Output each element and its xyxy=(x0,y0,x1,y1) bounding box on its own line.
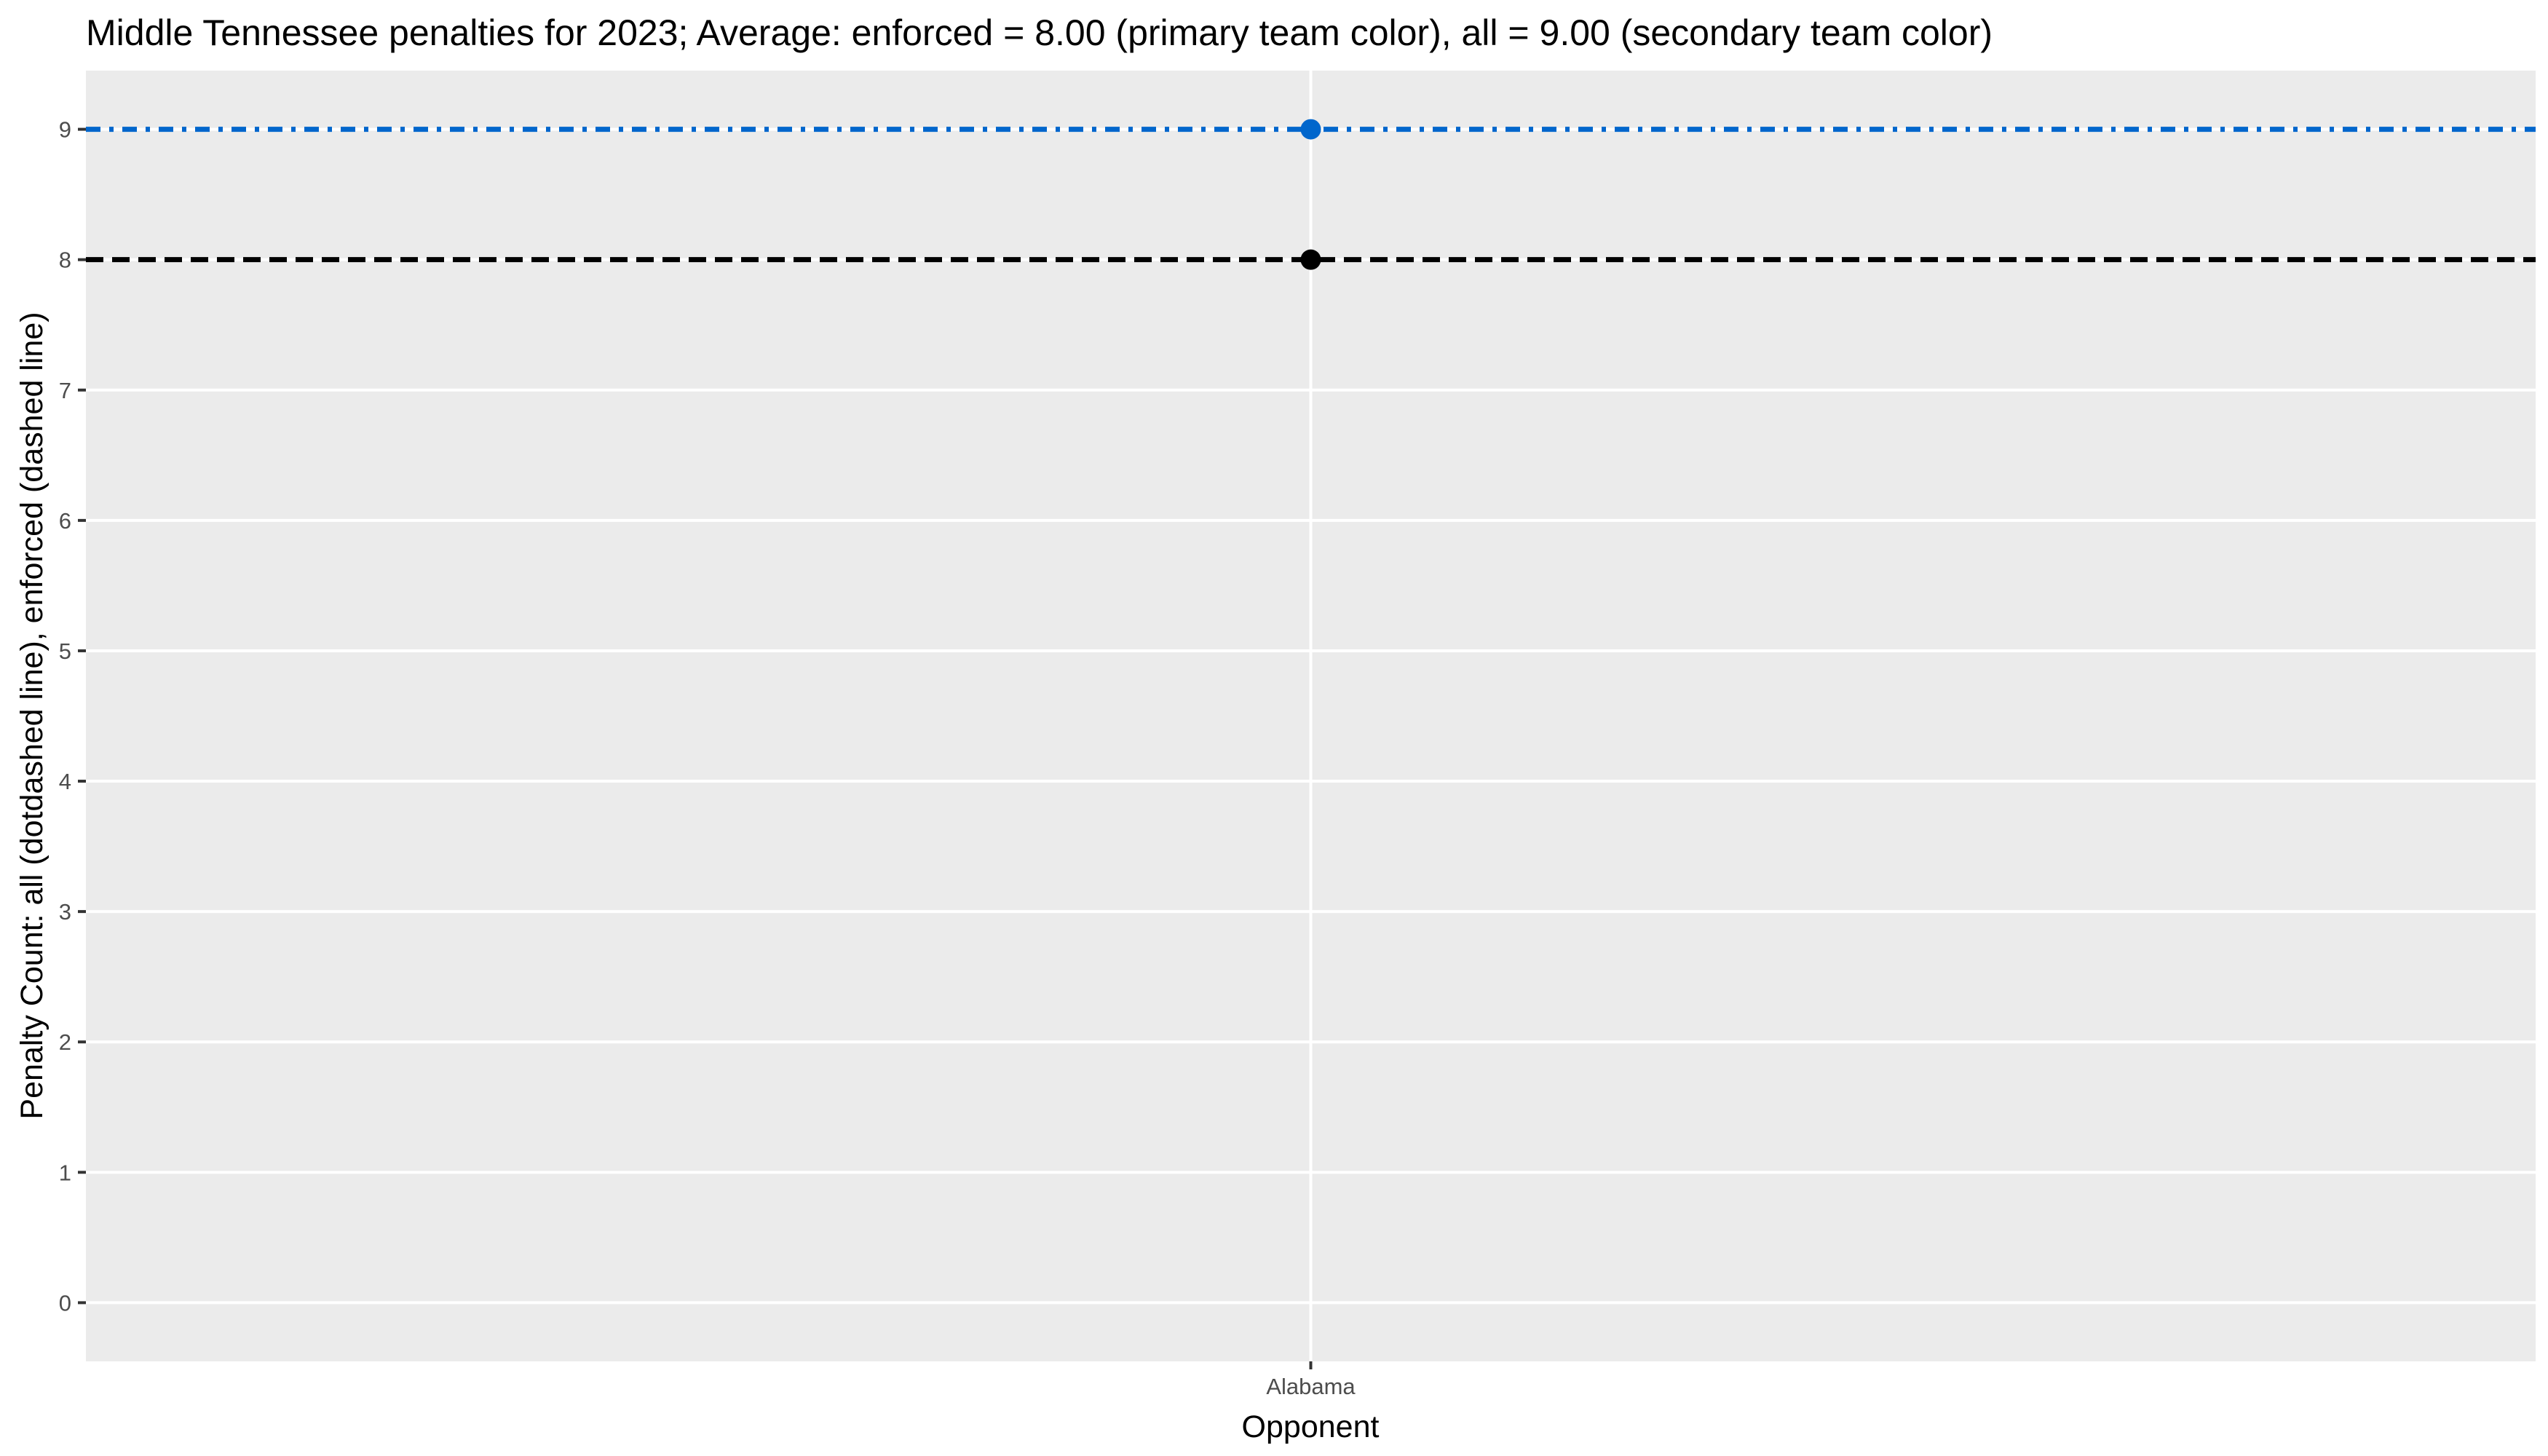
x-axis: Alabama xyxy=(1266,1361,1356,1399)
data-points xyxy=(1300,119,1321,270)
y-tick-label: 0 xyxy=(59,1290,71,1315)
y-tick-label: 6 xyxy=(59,508,71,534)
all-point xyxy=(1300,119,1321,140)
y-tick-label: 3 xyxy=(59,899,71,925)
y-tick-label: 7 xyxy=(59,378,71,403)
chart-title: Middle Tennessee penalties for 2023; Ave… xyxy=(86,12,1993,53)
y-tick-label: 5 xyxy=(59,638,71,664)
x-tick-label: Alabama xyxy=(1266,1374,1356,1399)
y-axis-title: Penalty Count: all (dotdashed line), enf… xyxy=(15,312,50,1119)
y-tick-label: 2 xyxy=(59,1029,71,1055)
y-tick-label: 8 xyxy=(59,248,71,273)
x-axis-title: Opponent xyxy=(1242,1409,1380,1444)
enforced-point xyxy=(1300,249,1321,270)
y-axis: 0 1 2 3 4 5 6 7 8 9 xyxy=(59,117,86,1315)
y-tick-label: 9 xyxy=(59,117,71,143)
y-tick-label: 1 xyxy=(59,1160,71,1185)
y-tick-label: 4 xyxy=(59,769,71,794)
